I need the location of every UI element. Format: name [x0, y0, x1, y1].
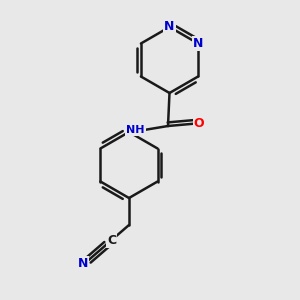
Text: N: N	[164, 20, 175, 34]
Text: NH: NH	[126, 125, 145, 136]
Text: N: N	[193, 37, 203, 50]
Text: C: C	[107, 234, 116, 248]
Text: N: N	[78, 257, 88, 270]
Text: O: O	[194, 117, 204, 130]
